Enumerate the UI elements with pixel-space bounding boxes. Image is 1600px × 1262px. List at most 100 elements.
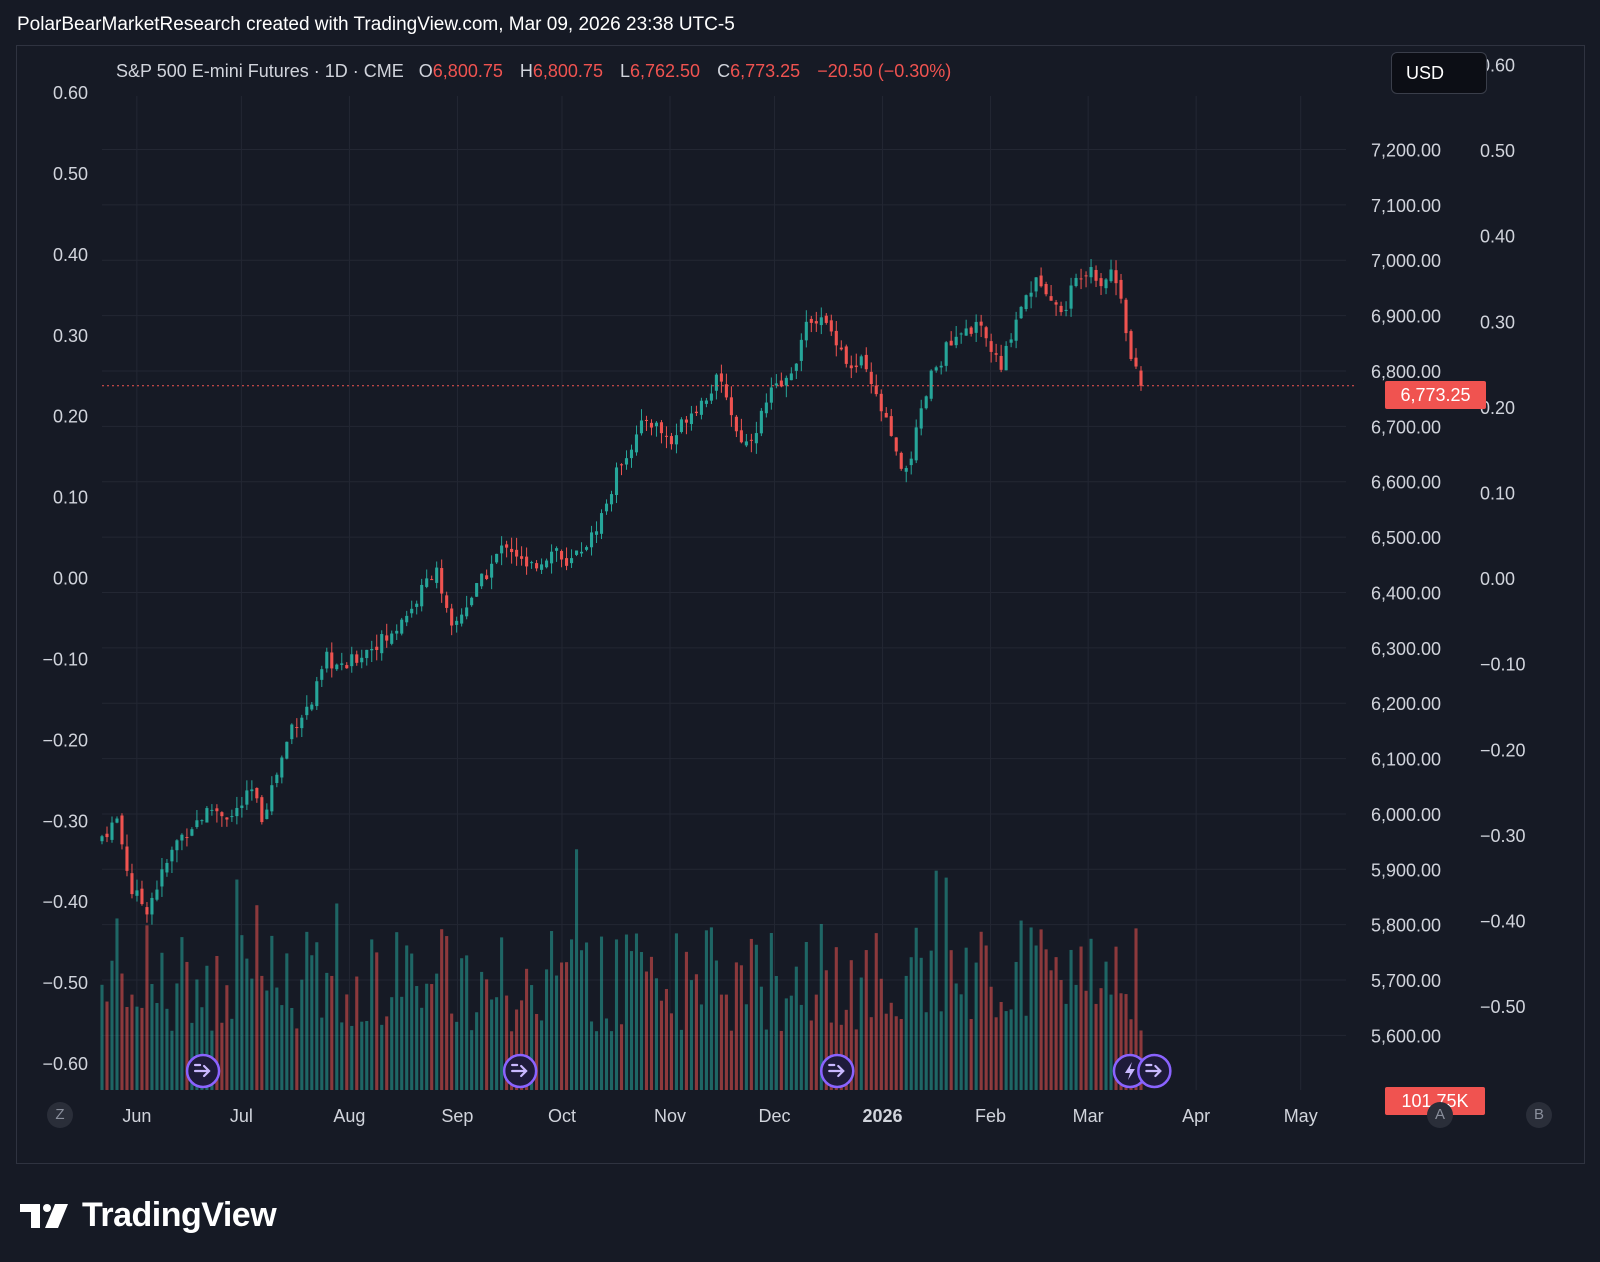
chart-frame (16, 45, 1585, 1164)
left-axis-tick: 0.20 (53, 407, 88, 427)
volume-bar (624, 934, 629, 1090)
candle-body (360, 657, 364, 663)
volume-bar (749, 938, 753, 1090)
candle-body (1024, 295, 1028, 309)
volume-bar (270, 935, 274, 1090)
volume-bar (470, 1030, 474, 1090)
volume-bar (520, 1000, 524, 1090)
volume-bar (1124, 994, 1128, 1090)
candle-body (325, 651, 329, 669)
legend-change: −20.50 (−0.30%) (817, 61, 951, 81)
volume-bar (140, 1007, 144, 1090)
candle-body (105, 833, 109, 838)
candle-body (465, 607, 469, 617)
scale-right-button[interactable]: B (1526, 1102, 1552, 1128)
volume-bar (150, 984, 154, 1090)
volume-bar (315, 942, 319, 1090)
candle-body (415, 603, 419, 607)
candle-body (300, 717, 304, 729)
candle-body (934, 367, 938, 371)
volume-bar (1119, 993, 1123, 1090)
volume-bar (569, 939, 574, 1090)
volume-bars (100, 849, 1143, 1090)
volume-bar (385, 1016, 389, 1090)
auto-scale-button[interactable]: A (1427, 1102, 1453, 1128)
candle-body (904, 467, 908, 472)
volume-bar (934, 870, 938, 1090)
volume-bar (884, 1013, 888, 1090)
candle-body (310, 704, 314, 710)
candle-body (320, 669, 324, 680)
candle-body (714, 374, 718, 391)
volume-bar (1084, 990, 1088, 1090)
candle-body (709, 393, 713, 401)
volume-bar (674, 933, 678, 1090)
volume-bar (789, 995, 793, 1090)
candle-body (235, 807, 239, 817)
grid-lines (102, 96, 1346, 1090)
volume-bar (1109, 994, 1113, 1090)
candle-body (579, 551, 584, 554)
volume-bar (659, 1000, 664, 1090)
candle-body (919, 408, 923, 429)
legend: S&P 500 E-mini Futures · 1D · CME O6,800… (116, 61, 951, 81)
volume-bar (899, 1018, 903, 1090)
candle-body (729, 397, 733, 416)
volume-bar (719, 994, 723, 1090)
candle-body (679, 419, 683, 432)
candle-body (969, 327, 973, 334)
volume-bar (1104, 961, 1108, 1090)
volume-bar (804, 942, 808, 1090)
price-axis-tick: 6,900.00 (1371, 307, 1441, 327)
candle-body (869, 371, 873, 385)
chart-canvas[interactable]: 0.60 0.50 0.40 0.30 0.20 0.10 0.00 −0.10 −0.20 −0… (16, 45, 1583, 1162)
candle-body (560, 551, 564, 560)
candle-body (530, 562, 534, 564)
left-axis-tick: −0.10 (42, 649, 88, 669)
volume-bar (375, 952, 379, 1090)
candle-body (699, 400, 703, 415)
candle-body (979, 321, 983, 326)
volume-bar (1064, 1003, 1068, 1090)
volume-bar (699, 1004, 703, 1090)
volume-bar (275, 987, 279, 1090)
currency-button[interactable]: USD (1391, 52, 1487, 94)
candle-body (994, 353, 998, 355)
candle-body (155, 889, 159, 900)
volume-bar (310, 955, 314, 1090)
candle-body (794, 363, 798, 371)
price-axis-tick: 6,000.00 (1371, 805, 1441, 825)
candle-body (744, 441, 748, 446)
candle-body (1054, 302, 1058, 305)
volume-bar (450, 1013, 454, 1090)
volume-bar (949, 950, 953, 1090)
candle-body (654, 422, 659, 427)
candle-body (1104, 279, 1108, 289)
volume-bar (105, 1001, 109, 1090)
volume-bar (325, 972, 329, 1090)
volume-bar (589, 1021, 594, 1090)
candle-body (819, 317, 823, 326)
candle-body (574, 550, 579, 555)
candle-body (470, 597, 474, 606)
volume-bar (1044, 949, 1048, 1090)
volume-bar (604, 1018, 609, 1090)
time-axis-tick: Aug (333, 1106, 365, 1126)
volume-bar (280, 1005, 284, 1090)
legend-low-label: L (620, 61, 630, 81)
price-axis-tick: 5,600.00 (1371, 1026, 1441, 1046)
price-axis-tick: 6,200.00 (1371, 694, 1441, 714)
candle-body (724, 384, 728, 398)
volume-bar (979, 931, 983, 1090)
right-axis-tick: 0.50 (1480, 141, 1515, 161)
candle-body (480, 573, 484, 587)
scale-left-button[interactable]: Z (47, 1102, 73, 1128)
volume-bar (784, 998, 788, 1090)
candle-body (405, 615, 409, 623)
candle-body (569, 558, 574, 564)
candle-body (500, 545, 504, 554)
candle-body (849, 365, 853, 369)
candle-body (400, 619, 404, 634)
volume-bar (380, 1024, 384, 1090)
candle-body (1064, 309, 1068, 311)
